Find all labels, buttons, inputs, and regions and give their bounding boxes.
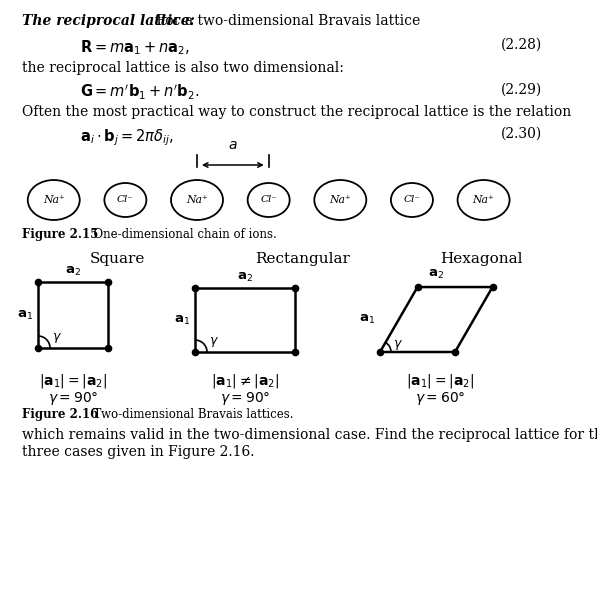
Text: Figure 2.15: Figure 2.15 xyxy=(22,228,99,241)
Text: $|\mathbf{a}_1|= |\mathbf{a}_2|$: $|\mathbf{a}_1|= |\mathbf{a}_2|$ xyxy=(39,372,107,390)
Text: $\mathbf{a}_i \cdot \mathbf{b}_j = 2\pi\delta_{ij},$: $\mathbf{a}_i \cdot \mathbf{b}_j = 2\pi\… xyxy=(80,127,174,148)
Text: three cases given in Figure 2.16.: three cases given in Figure 2.16. xyxy=(22,445,254,459)
Text: (2.29): (2.29) xyxy=(501,83,542,97)
Text: $\mathbf{a}_2$: $\mathbf{a}_2$ xyxy=(65,265,81,278)
Text: $|\mathbf{a}_1|\neq |\mathbf{a}_2|$: $|\mathbf{a}_1|\neq |\mathbf{a}_2|$ xyxy=(211,372,279,390)
Text: $\mathbf{a}_2$: $\mathbf{a}_2$ xyxy=(237,271,253,284)
Text: Na⁺: Na⁺ xyxy=(43,195,64,205)
Text: $\gamma = 60°$: $\gamma = 60°$ xyxy=(415,390,465,407)
Text: The reciprocal lattice:: The reciprocal lattice: xyxy=(22,14,195,28)
Text: which remains valid in the two-dimensional case. Find the reciprocal lattice for: which remains valid in the two-dimension… xyxy=(22,428,597,442)
Text: $\gamma = 90°$: $\gamma = 90°$ xyxy=(48,390,99,407)
Text: Cl⁻: Cl⁻ xyxy=(117,195,134,205)
Text: $\gamma = 90°$: $\gamma = 90°$ xyxy=(220,390,270,407)
Text: Na⁺: Na⁺ xyxy=(186,195,208,205)
Text: the reciprocal lattice is also two dimensional:: the reciprocal lattice is also two dimen… xyxy=(22,61,344,75)
Text: $\mathbf{a}_1$: $\mathbf{a}_1$ xyxy=(359,313,375,326)
Text: Figure 2.16: Figure 2.16 xyxy=(22,408,99,421)
Text: Cl⁻: Cl⁻ xyxy=(260,195,277,205)
Text: $|\mathbf{a}_1|= |\mathbf{a}_2|$: $|\mathbf{a}_1|= |\mathbf{a}_2|$ xyxy=(406,372,474,390)
Text: Two-dimensional Bravais lattices.: Two-dimensional Bravais lattices. xyxy=(86,408,294,421)
Text: Rectangular: Rectangular xyxy=(255,252,350,266)
Text: (2.30): (2.30) xyxy=(501,127,542,141)
Text: $\mathbf{G} = m'\mathbf{b}_1 + n'\mathbf{b}_2.$: $\mathbf{G} = m'\mathbf{b}_1 + n'\mathbf… xyxy=(80,83,200,103)
Text: Hexagonal: Hexagonal xyxy=(440,252,522,266)
Text: $\gamma$: $\gamma$ xyxy=(52,331,62,345)
Text: $\gamma$: $\gamma$ xyxy=(393,338,403,352)
Text: $\mathbf{a}_1$: $\mathbf{a}_1$ xyxy=(17,308,33,322)
Text: Often the most practical way to construct the reciprocal lattice is the relation: Often the most practical way to construc… xyxy=(22,105,571,119)
Text: Cl⁻: Cl⁻ xyxy=(404,195,420,205)
Text: (2.28): (2.28) xyxy=(501,38,542,52)
Text: Na⁺: Na⁺ xyxy=(330,195,351,205)
Text: $\mathbf{a}_2$: $\mathbf{a}_2$ xyxy=(428,268,444,281)
Text: One-dimensional chain of ions.: One-dimensional chain of ions. xyxy=(86,228,277,241)
Text: $\mathbf{a}_1$: $\mathbf{a}_1$ xyxy=(174,313,190,327)
Text: $\mathbf{R} = m\mathbf{a}_1 + n\mathbf{a}_2,$: $\mathbf{R} = m\mathbf{a}_1 + n\mathbf{a… xyxy=(80,38,190,56)
Text: Square: Square xyxy=(90,252,146,266)
Text: $a$: $a$ xyxy=(228,138,238,152)
Text: $\gamma$: $\gamma$ xyxy=(209,335,219,349)
Text: For a two-dimensional Bravais lattice: For a two-dimensional Bravais lattice xyxy=(152,14,420,28)
Text: Na⁺: Na⁺ xyxy=(473,195,494,205)
